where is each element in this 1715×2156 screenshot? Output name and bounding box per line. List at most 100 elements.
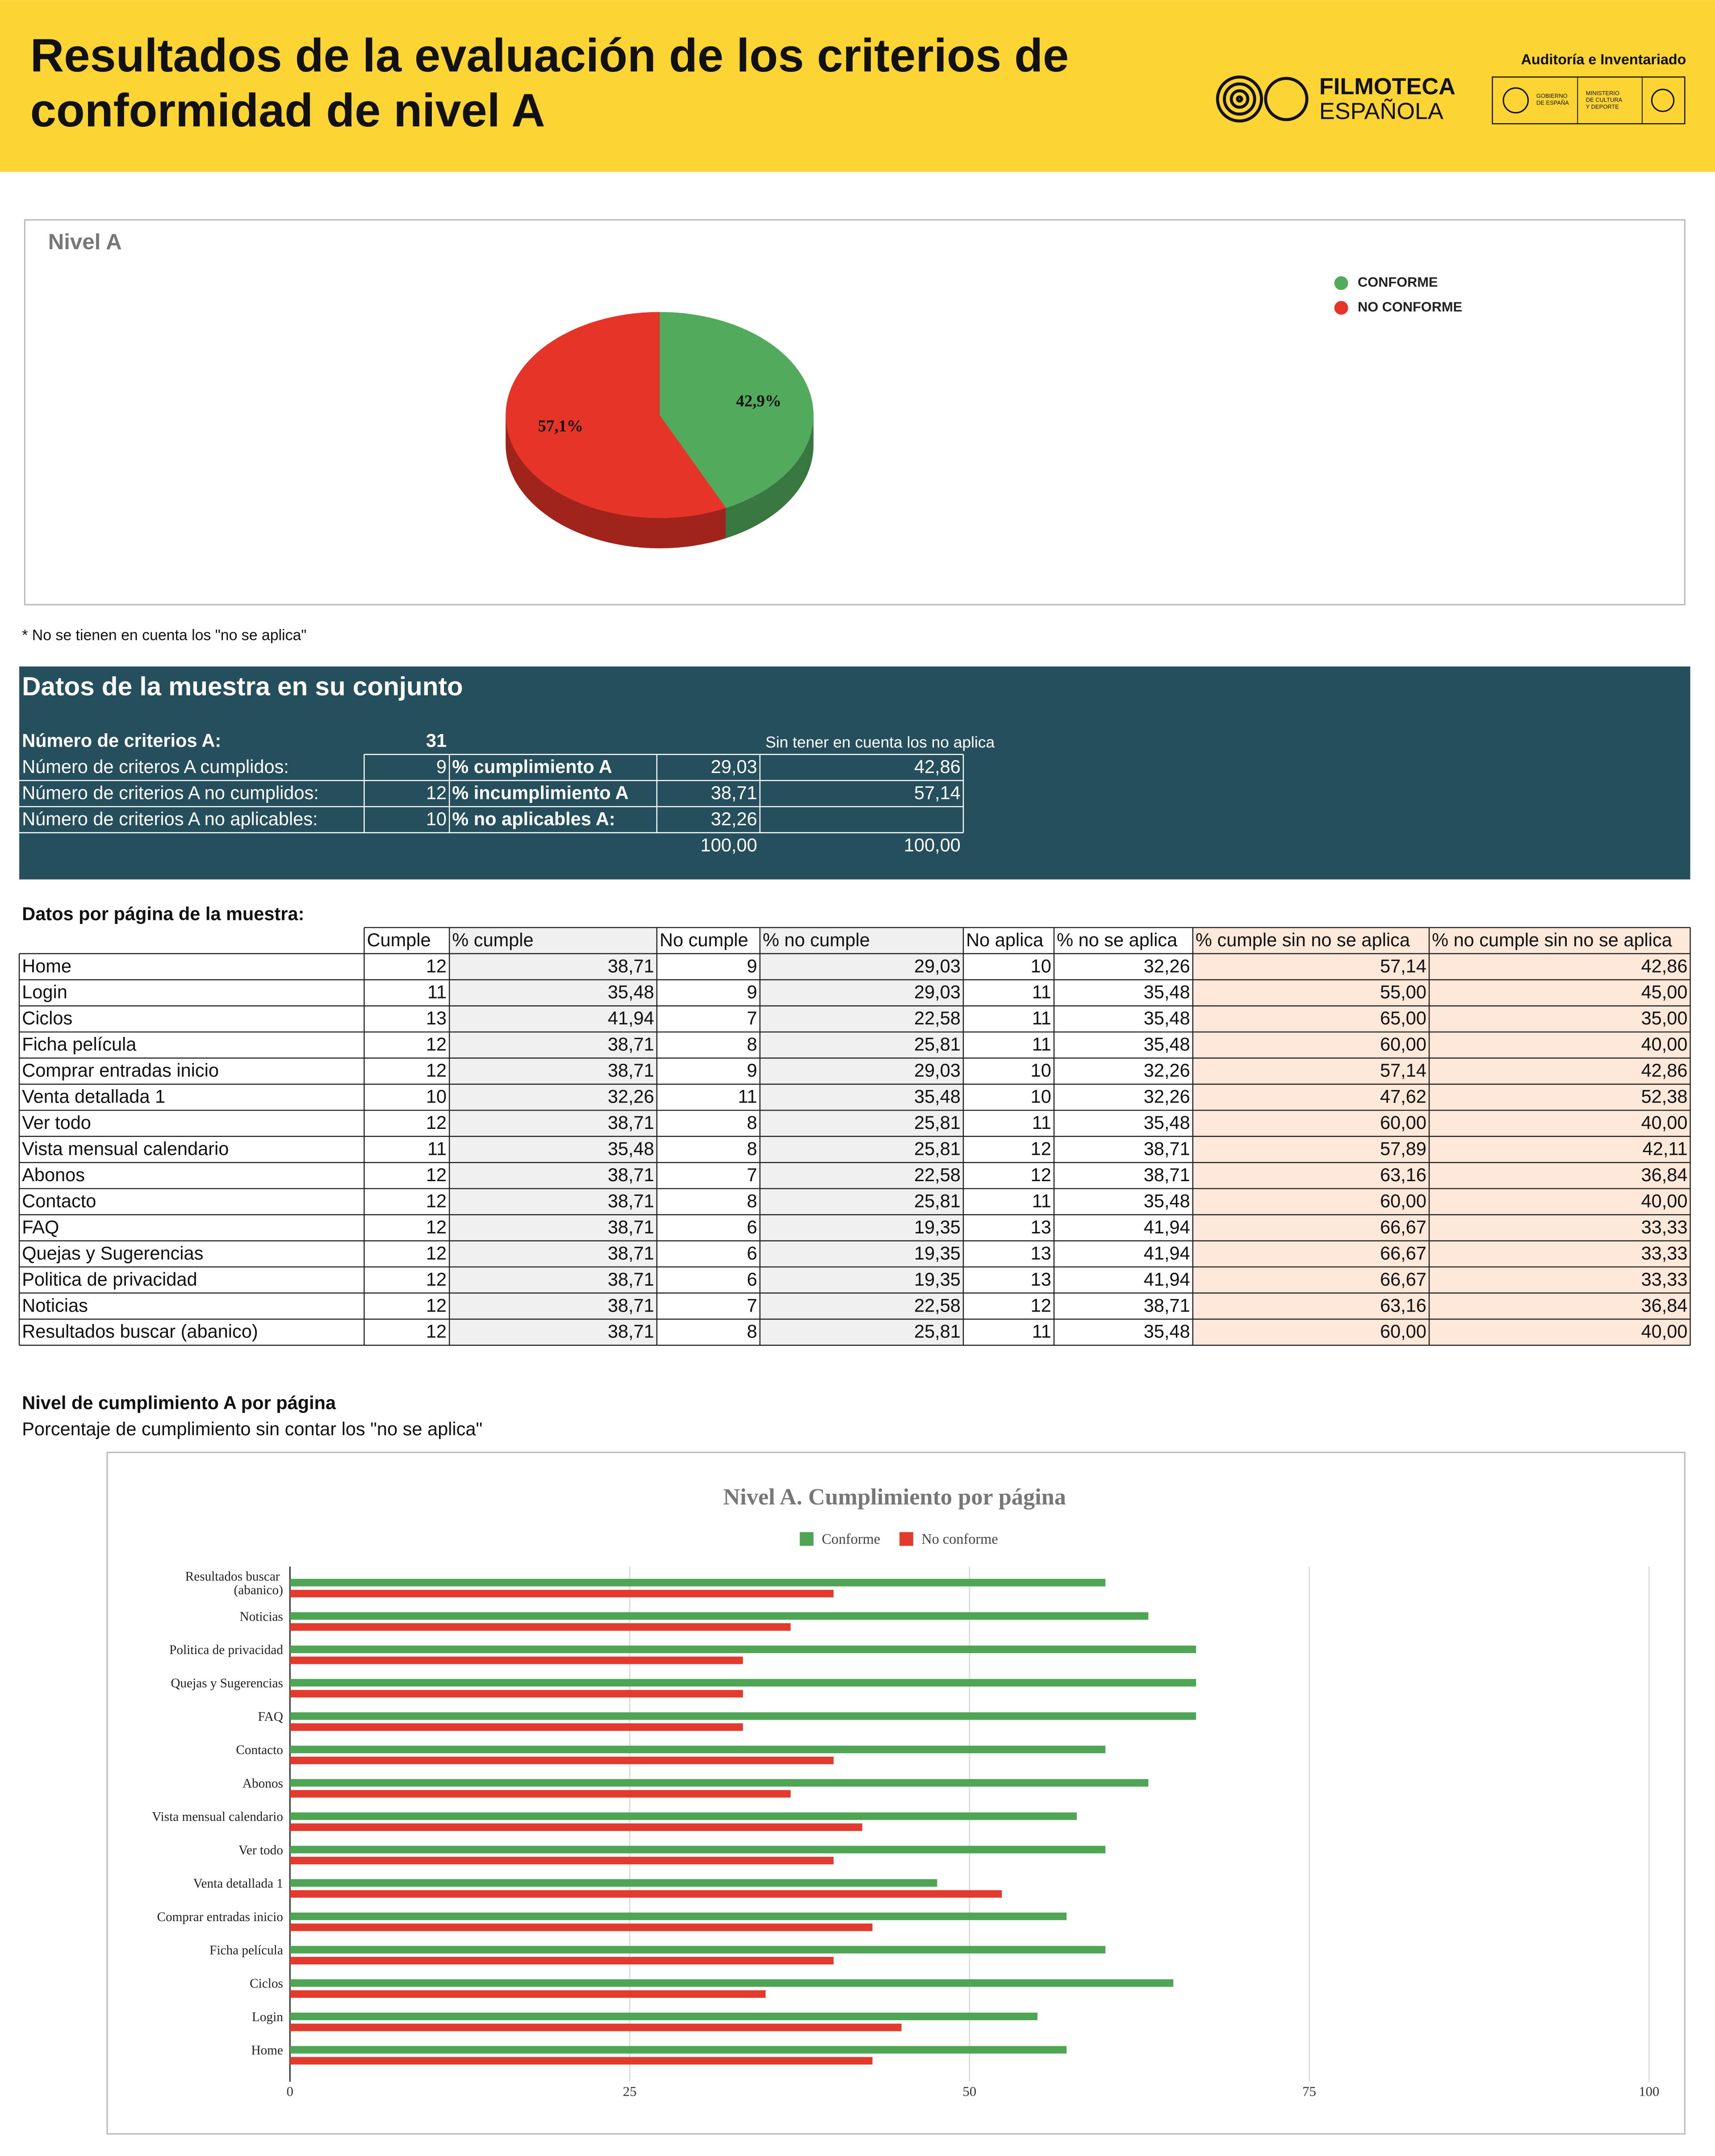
row-label: Quejas y Sugerencias bbox=[22, 1242, 203, 1263]
table-title: Datos por página de la muestra: bbox=[22, 903, 304, 924]
table-cell: 25,81 bbox=[914, 1138, 961, 1159]
bar bbox=[290, 1946, 1106, 1954]
summary-cell: 29,03 bbox=[711, 756, 757, 777]
table-cell: 13 bbox=[1031, 1242, 1051, 1263]
pie-title: Nivel A bbox=[48, 230, 122, 254]
bar bbox=[290, 1746, 1106, 1754]
row-label: Ver todo bbox=[22, 1112, 91, 1133]
legend-label: CONFORME bbox=[1358, 274, 1438, 290]
table-cell: 7 bbox=[747, 1295, 757, 1316]
table-cell: 36,84 bbox=[1641, 1295, 1688, 1316]
bar bbox=[290, 1623, 791, 1631]
table-cell: 22,58 bbox=[914, 1007, 961, 1028]
table-cell: 42,86 bbox=[1641, 1060, 1688, 1081]
bar bbox=[290, 1890, 1002, 1898]
bar bbox=[290, 1590, 834, 1598]
summary-cell: % cumplimiento A bbox=[452, 756, 612, 777]
y-tick-label: Ficha película bbox=[209, 1943, 283, 1958]
column-header: % cumple bbox=[452, 929, 533, 950]
table-cell: 11 bbox=[1032, 1190, 1051, 1211]
summary-note: Sin tener en cuenta los no aplica bbox=[765, 734, 995, 751]
table-cell: 35,48 bbox=[914, 1086, 961, 1107]
table-cell: 8 bbox=[747, 1190, 757, 1211]
table-cell: 38,71 bbox=[608, 1242, 654, 1263]
bar bbox=[290, 1790, 791, 1798]
bar bbox=[290, 1712, 1196, 1720]
badge: Auditoría e Inventariado bbox=[1521, 51, 1686, 67]
table-cell: 66,67 bbox=[1380, 1242, 1426, 1263]
summary-cell: Número de criterios A no aplicables: bbox=[22, 808, 318, 829]
table-cell: 57,89 bbox=[1380, 1138, 1426, 1159]
table-cell: 11 bbox=[1032, 1321, 1051, 1342]
table-cell: 12 bbox=[426, 1321, 447, 1342]
table-cell: 6 bbox=[747, 1269, 757, 1290]
summary-total-label: Número de criterios A: bbox=[22, 730, 221, 751]
row-label: Login bbox=[22, 982, 67, 1003]
section-subtitle: Porcentaje de cumplimiento sin contar lo… bbox=[22, 1418, 482, 1439]
icaa-logo bbox=[1651, 88, 1675, 112]
table-cell: 25,81 bbox=[914, 1190, 961, 1211]
pie-value-label: 42,9% bbox=[736, 392, 782, 410]
table-cell: 6 bbox=[747, 1242, 757, 1263]
legend-marker bbox=[1334, 276, 1348, 290]
table-cell: 38,71 bbox=[608, 1269, 654, 1290]
legend-label: NO CONFORME bbox=[1358, 299, 1462, 315]
table-cell: 35,48 bbox=[1144, 1007, 1190, 1028]
table-cell: 41,94 bbox=[1144, 1242, 1190, 1263]
row-label: Ficha película bbox=[22, 1034, 137, 1055]
legend-swatch bbox=[899, 1532, 913, 1546]
y-tick-label: Comprar entradas inicio bbox=[157, 1910, 283, 1924]
table-cell: 33,33 bbox=[1641, 1269, 1688, 1290]
table-cell: 38,71 bbox=[608, 1216, 654, 1237]
bar bbox=[290, 1979, 1174, 1987]
summary-cell: Número de criterios A no cumplidos: bbox=[22, 782, 319, 803]
summary-cell: 57,14 bbox=[914, 782, 961, 803]
y-tick-label: Ver todo bbox=[238, 1843, 283, 1857]
table-cell: 19,35 bbox=[914, 1269, 961, 1290]
table-cell: 7 bbox=[747, 1164, 757, 1185]
table-cell: 32,26 bbox=[1144, 1060, 1190, 1081]
column-header: % no cumple sin no se aplica bbox=[1432, 929, 1673, 950]
row-label: Politica de privacidad bbox=[22, 1269, 197, 1290]
table-cell: 12 bbox=[426, 1242, 447, 1263]
table-cell: 13 bbox=[1031, 1269, 1051, 1290]
table-cell: 60,00 bbox=[1380, 1321, 1426, 1342]
table-cell: 11 bbox=[427, 982, 447, 1003]
bar bbox=[290, 1723, 743, 1731]
bar bbox=[290, 1856, 834, 1864]
table-cell: 29,03 bbox=[914, 955, 961, 976]
summary-cell: 12 bbox=[426, 782, 447, 803]
table-cell: 38,71 bbox=[1144, 1138, 1190, 1159]
table-cell: 66,67 bbox=[1380, 1216, 1426, 1237]
table-cell: 63,16 bbox=[1380, 1164, 1426, 1185]
y-tick-label: FAQ bbox=[258, 1709, 283, 1724]
table-cell: 35,48 bbox=[1144, 1112, 1190, 1133]
bar bbox=[290, 1846, 1106, 1854]
table-cell: 32,26 bbox=[1144, 955, 1190, 976]
table-cell: 40,00 bbox=[1641, 1321, 1688, 1342]
summary-cell: Número de criteros A cumplidos: bbox=[22, 756, 289, 777]
summary-title: Datos de la muestra en su conjunto bbox=[22, 672, 463, 701]
table-cell: 38,71 bbox=[1144, 1164, 1190, 1185]
table-cell: 47,62 bbox=[1380, 1086, 1426, 1107]
table-cell: 12 bbox=[1031, 1164, 1051, 1185]
table-cell: 12 bbox=[426, 1190, 447, 1211]
row-label: Home bbox=[22, 955, 71, 976]
table-cell: 9 bbox=[747, 1060, 757, 1081]
pie-slice bbox=[659, 312, 814, 508]
y-tick-label: Vista mensual calendario bbox=[152, 1810, 283, 1824]
table-cell: 38,71 bbox=[608, 1321, 654, 1342]
column-header: Cumple bbox=[367, 929, 431, 950]
table-cell: 13 bbox=[1031, 1216, 1051, 1237]
table-cell: 65,00 bbox=[1380, 1007, 1426, 1028]
table-cell: 11 bbox=[1032, 1007, 1051, 1028]
bar bbox=[290, 1923, 873, 1931]
table-cell: 11 bbox=[1032, 1034, 1051, 1055]
table-cell: 12 bbox=[1031, 1138, 1051, 1159]
table-cell: 10 bbox=[1031, 1086, 1051, 1107]
bar bbox=[290, 1957, 834, 1965]
table-cell: 10 bbox=[1031, 1060, 1051, 1081]
row-label: Abonos bbox=[22, 1164, 85, 1185]
x-tick-label: 100 bbox=[1639, 2084, 1659, 2099]
